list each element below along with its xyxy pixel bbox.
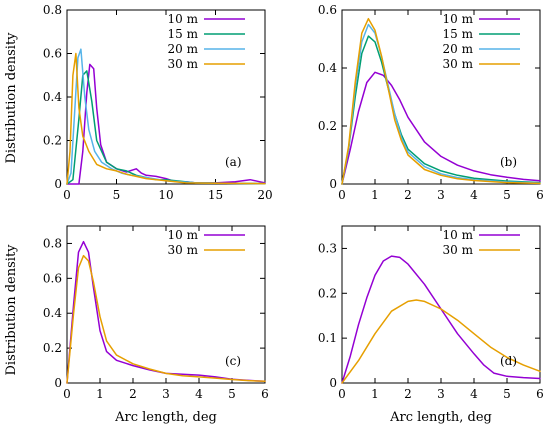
y-tick-label-a: 0.4 (43, 90, 62, 104)
x-tick-label-b: 1 (371, 188, 379, 202)
x-tick-label-b: 5 (503, 188, 511, 202)
y-tick-label-c: 0.6 (43, 271, 62, 285)
x-tick-label-b: 6 (536, 188, 544, 202)
x-tick-label-d: 0 (338, 387, 346, 401)
y-tick-label-d: 0.3 (318, 241, 337, 255)
panel-label-a: (a) (225, 155, 242, 169)
legend-label-a: 20 m (168, 42, 199, 56)
legend-label-b: 10 m (443, 12, 474, 26)
x-tick-label-a: 5 (113, 188, 121, 202)
legend-label-c: 30 m (168, 243, 199, 257)
panel-label-c: (c) (225, 354, 241, 368)
y-tick-label-d: 0.2 (318, 286, 337, 300)
y-tick-label-a: 0.2 (43, 134, 62, 148)
x-tick-label-d: 3 (437, 387, 445, 401)
panel-label-d: (d) (500, 354, 517, 368)
y-axis-label-bottom: Distribution density (4, 244, 19, 376)
y-tick-label-b: 0.6 (318, 3, 337, 17)
y-tick-label-d: 0 (329, 376, 337, 390)
x-tick-label-d: 5 (503, 387, 511, 401)
x-tick-label-c: 3 (162, 387, 170, 401)
x-tick-label-c: 5 (228, 387, 236, 401)
series-line-b-10m (341, 71, 541, 185)
x-axis-label-left: Arc length, deg (114, 410, 217, 425)
x-tick-label-a: 0 (63, 188, 71, 202)
x-tick-label-b: 3 (437, 188, 445, 202)
y-tick-label-b: 0.2 (318, 119, 337, 133)
y-tick-label-c: 0 (54, 376, 62, 390)
series-line-b-30m (341, 17, 541, 185)
x-tick-label-d: 1 (371, 387, 379, 401)
legend-label-d: 30 m (443, 243, 474, 257)
x-tick-label-d: 2 (404, 387, 412, 401)
legend-label-d: 10 m (443, 228, 474, 242)
x-tick-label-b: 0 (338, 188, 346, 202)
x-axis-label-right: Arc length, deg (389, 410, 492, 425)
x-tick-label-c: 4 (195, 387, 203, 401)
x-tick-label-a: 20 (257, 188, 272, 202)
panel-label-b: (b) (500, 155, 517, 169)
x-tick-label-d: 6 (536, 387, 544, 401)
series-line-c-10m (66, 240, 266, 384)
y-tick-label-b: 0 (329, 177, 337, 191)
x-tick-label-c: 2 (129, 387, 137, 401)
panel-d: 0 1 2 3 4 5 6 0 0.1 0.2 0.3 10 m30 m (d) (318, 225, 544, 401)
legend-label-a: 10 m (168, 12, 199, 26)
x-tick-label-b: 2 (404, 188, 412, 202)
x-tick-label-a: 10 (158, 188, 173, 202)
legend-label-c: 10 m (168, 228, 199, 242)
y-tick-label-a: 0.8 (43, 3, 62, 17)
y-tick-label-c: 0.2 (43, 341, 62, 355)
legend-label-b: 15 m (443, 27, 474, 41)
y-tick-label-a: 0.6 (43, 47, 62, 61)
y-tick-label-d: 0.1 (318, 331, 337, 345)
series-line-a-30m (66, 52, 266, 185)
x-tick-label-d: 4 (470, 387, 478, 401)
y-tick-label-b: 0.4 (318, 61, 337, 75)
legend-label-b: 20 m (443, 42, 474, 56)
y-axis-label-top: Distribution density (4, 32, 19, 164)
y-tick-label-a: 0 (54, 177, 62, 191)
x-tick-label-c: 1 (96, 387, 104, 401)
x-tick-label-a: 15 (208, 188, 223, 202)
legend-label-a: 30 m (168, 57, 199, 71)
x-tick-label-b: 4 (470, 188, 478, 202)
panel-b: 0 1 2 3 4 5 6 0 0.2 0.4 0.6 10 m15 m20 m30 m (b) (318, 3, 544, 202)
panel-a: 0 5 10 15 20 0 0.2 0.4 0.6 0.8 10 m15 m20 m30 m (a) (43, 3, 273, 202)
legend-label-a: 15 m (168, 27, 199, 41)
series-line-c-30m (66, 254, 266, 384)
y-tick-label-c: 0.4 (43, 306, 62, 320)
panel-c: 0 1 2 3 4 5 6 0 0.2 0.4 0.6 0.8 10 m30 m (c) (43, 225, 269, 401)
series-line-b-20m (341, 23, 541, 185)
legend-label-b: 30 m (443, 57, 474, 71)
series-line-d-30m (341, 299, 541, 384)
x-tick-label-c: 0 (63, 387, 71, 401)
series-line-d-10m (341, 255, 541, 384)
x-tick-label-c: 6 (261, 387, 269, 401)
y-tick-label-c: 0.8 (43, 236, 62, 250)
